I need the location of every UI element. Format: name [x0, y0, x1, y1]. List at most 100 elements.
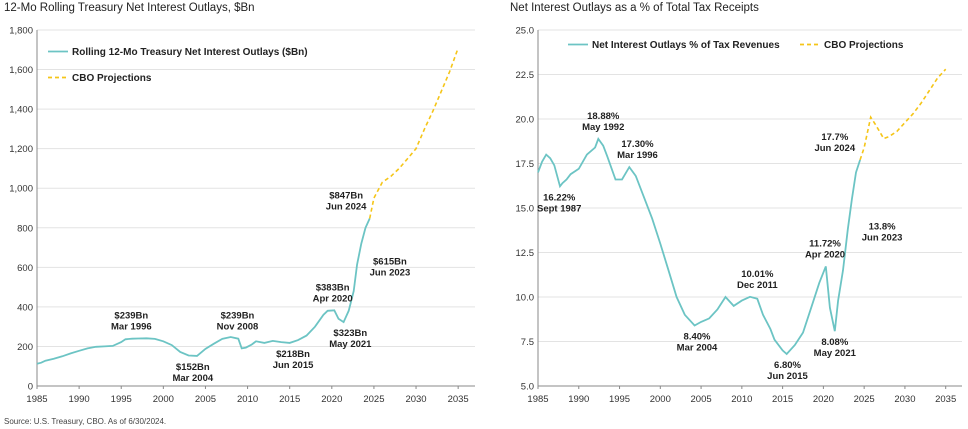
data-annotation: $218Bn Jun 2015: [273, 349, 314, 371]
annotation-value: $218Bn: [276, 349, 310, 360]
x-tick-label: 2035: [448, 394, 469, 405]
data-annotation: 13.8% Jun 2023: [862, 221, 903, 243]
y-tick-label: 20.0: [516, 115, 535, 126]
x-tick-label: 2000: [153, 394, 174, 405]
x-tick-label: 2000: [650, 394, 671, 405]
data-annotation: $615Bn Jun 2023: [370, 256, 411, 278]
series-line-projection: [368, 47, 459, 219]
x-tick-label: 2030: [405, 394, 426, 405]
annotation-value: $615Bn: [373, 256, 407, 267]
y-tick-label: 7.5: [521, 337, 534, 348]
y-tick-label: 1,400: [9, 105, 33, 116]
data-annotation: $323Bn May 2021: [329, 328, 372, 350]
series-line-actual: [36, 218, 371, 365]
data-annotation: 17.7% Jun 2024: [814, 132, 855, 154]
legend-label: Rolling 12-Mo Treasury Net Interest Outl…: [72, 47, 308, 58]
x-tick-label: 2015: [279, 394, 300, 405]
data-annotation: 16.22% Sept 1987: [537, 192, 581, 214]
annotation-value: 6.80%: [774, 360, 801, 371]
y-tick-label: 0: [28, 382, 33, 393]
x-tick-label: 2020: [321, 394, 342, 405]
data-annotation: $383Bn Apr 2020: [313, 282, 353, 304]
annotation-value: $847Bn: [329, 190, 363, 201]
x-tick-label: 2020: [813, 394, 834, 405]
x-tick-label: 2030: [894, 394, 915, 405]
y-tick-label: 1,800: [9, 26, 33, 37]
y-tick-label: 400: [17, 302, 33, 313]
annotation-date: Apr 2020: [313, 293, 353, 304]
annotation-value: $323Bn: [333, 328, 367, 339]
x-tick-label: 1985: [527, 394, 548, 405]
annotation-date: Nov 2008: [217, 322, 259, 333]
y-tick-label: 25.0: [516, 26, 535, 37]
x-tick-label: 2010: [237, 394, 258, 405]
annotation-date: Jun 2023: [370, 267, 411, 278]
annotation-date: Jun 2024: [326, 201, 367, 212]
series-line-actual: [537, 137, 861, 356]
y-tick-label: 15.0: [516, 204, 535, 215]
annotation-date: Jun 2024: [814, 143, 855, 154]
annotation-date: Mar 1996: [617, 150, 658, 161]
annotation-date: Sept 1987: [537, 203, 581, 214]
annotation-date: Jun 2023: [862, 232, 903, 243]
data-annotation: 8.08% May 2021: [814, 337, 857, 359]
x-tick-label: 2005: [195, 394, 216, 405]
x-tick-label: 1995: [609, 394, 630, 405]
data-annotation: 18.88% May 1992: [582, 111, 624, 133]
x-tick-label: 1990: [69, 394, 90, 405]
y-tick-label: 1,000: [9, 184, 33, 195]
legend-label: CBO Projections: [72, 73, 152, 84]
data-annotation: 8.40% Mar 2004: [677, 331, 718, 353]
data-annotation: 6.80% Jun 2015: [767, 360, 808, 382]
y-tick-label: 5.0: [521, 382, 534, 393]
annotation-value: $239Bn: [221, 311, 255, 322]
series-line-projection: [859, 68, 947, 161]
data-annotation: $239Bn Nov 2008: [217, 311, 259, 333]
annotation-date: Mar 2004: [172, 373, 213, 384]
annotation-date: Apr 2020: [805, 249, 845, 260]
annotation-date: May 2021: [329, 339, 372, 350]
x-tick-label: 2035: [935, 394, 956, 405]
annotation-value: 13.8%: [869, 221, 896, 232]
annotation-value: $239Bn: [114, 311, 148, 322]
annotation-value: 8.08%: [821, 337, 848, 348]
annotation-date: May 2021: [814, 348, 857, 359]
x-tick-label: 2010: [731, 394, 752, 405]
left-chart: 0 200 400 600 800 1,000 1,200 1,400 1,600 1,800 19…: [9, 26, 475, 405]
y-tick-label: 1,200: [9, 144, 33, 155]
x-tick-label: 2015: [772, 394, 793, 405]
annotation-date: Mar 2004: [677, 342, 718, 353]
annotation-value: 8.40%: [684, 331, 711, 342]
source-note: Source: U.S. Treasury, CBO. As of 6/30/2…: [4, 417, 167, 426]
y-tick-label: 17.5: [516, 159, 535, 170]
data-annotation: $152Bn Mar 2004: [172, 362, 213, 384]
y-tick-label: 22.5: [516, 70, 535, 81]
annotation-date: Jun 2015: [767, 371, 808, 382]
x-tick-label: 1985: [26, 394, 47, 405]
right-chart-title: Net Interest Outlays as a % of Total Tax…: [510, 2, 759, 14]
annotation-value: 11.72%: [809, 238, 841, 249]
y-tick-label: 800: [17, 223, 33, 234]
y-tick-label: 1,600: [9, 65, 33, 76]
y-tick-label: 200: [17, 342, 33, 353]
x-tick-label: 2025: [854, 394, 875, 405]
data-annotation: 17.30% Mar 1996: [617, 139, 658, 161]
annotation-value: $383Bn: [316, 282, 350, 293]
annotation-date: May 1992: [582, 122, 624, 133]
annotation-value: 10.01%: [741, 269, 774, 280]
x-tick-label: 1990: [568, 394, 589, 405]
x-tick-label: 2005: [691, 394, 712, 405]
x-tick-label: 1995: [111, 394, 132, 405]
data-annotation: 10.01% Dec 2011: [737, 269, 778, 291]
data-annotation: $239Bn Mar 1996: [111, 311, 152, 333]
left-chart-title: 12-Mo Rolling Treasury Net Interest Outl…: [4, 2, 255, 14]
right-chart: 5.0 7.5 10.0 12.5 15.0 17.5 20.0 22.5 25.0 1985 19…: [516, 26, 962, 405]
y-tick-label: 10.0: [516, 293, 535, 304]
annotation-value: 16.22%: [543, 192, 576, 203]
annotation-value: 17.7%: [821, 132, 848, 143]
x-tick-label: 2025: [363, 394, 384, 405]
y-tick-label: 600: [17, 263, 33, 274]
legend-label: Net Interest Outlays % of Tax Revenues: [592, 40, 780, 51]
legend-label: CBO Projections: [824, 40, 904, 51]
